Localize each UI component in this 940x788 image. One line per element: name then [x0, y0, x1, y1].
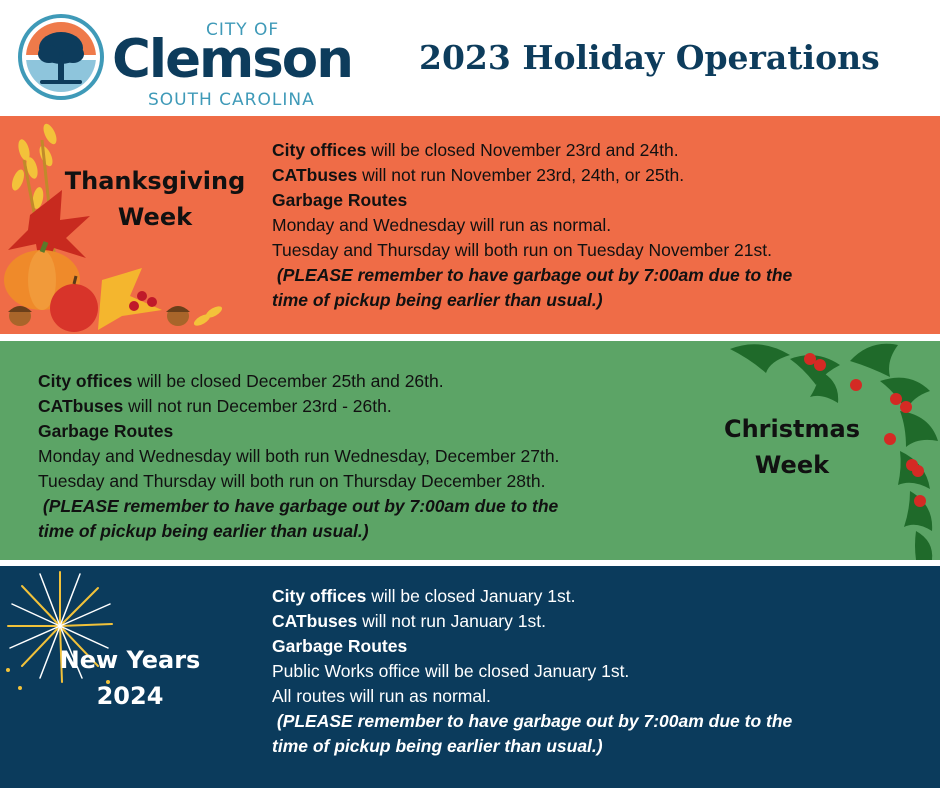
- garbage-heading: Garbage Routes: [38, 419, 559, 444]
- buses-label: CATbuses: [272, 611, 358, 631]
- christmas-title-line2: Week: [754, 451, 830, 479]
- buses-text: will not run January 1st.: [357, 611, 546, 631]
- buses-label: CATbuses: [272, 165, 358, 185]
- section-divider: [0, 560, 940, 566]
- pickup-note-line-2: time of pickup being earlier than usual.…: [272, 290, 603, 310]
- offices-text: will be closed December 25th and 26th.: [132, 371, 444, 391]
- offices-label: City offices: [38, 371, 133, 391]
- route-line-2: Tuesday and Thursday will both run on Th…: [38, 471, 546, 491]
- thanksgiving-title-line1: Thanksgiving: [64, 167, 246, 195]
- section-divider: [0, 334, 940, 341]
- thanksgiving-title: Thanksgiving Week: [55, 163, 255, 235]
- pickup-note-line-1: (PLEASE remember to have garbage out by …: [272, 711, 793, 731]
- clemson-tree-logo-icon: [18, 14, 104, 100]
- firework-icon: [6, 571, 113, 690]
- logo-state: SOUTH CAROLINA: [148, 90, 315, 110]
- pickup-note-line-1: (PLEASE remember to have garbage out by …: [38, 496, 559, 516]
- newyear-title: New Years 2024: [30, 642, 230, 714]
- thanksgiving-section: Thanksgiving Week City offices will be c…: [0, 116, 940, 334]
- offices-label: City offices: [272, 586, 367, 606]
- garbage-label: Garbage Routes: [272, 636, 408, 656]
- buses-line: CATbuses will not run November 23rd, 24t…: [272, 163, 792, 188]
- autumn-harvest-icon: [4, 123, 223, 332]
- page-title: 2023 Holiday Operations: [419, 38, 880, 77]
- thanksgiving-title-line2: Week: [117, 203, 193, 231]
- offices-line: City offices will be closed November 23r…: [272, 138, 792, 163]
- offices-line: City offices will be closed December 25t…: [38, 369, 559, 394]
- thanksgiving-info: City offices will be closed November 23r…: [272, 138, 792, 313]
- garbage-heading: Garbage Routes: [272, 188, 792, 213]
- offices-line: City offices will be closed January 1st.: [272, 584, 792, 609]
- clemson-wordmark: CITY OF Clemson SOUTH CAROLINA: [112, 18, 402, 110]
- route-line-1: Monday and Wednesday will run as normal.: [272, 215, 612, 235]
- route-line-2: Tuesday and Thursday will both run on Tu…: [272, 240, 772, 260]
- newyear-section: New Years 2024 City offices will be clos…: [0, 566, 940, 788]
- pickup-note-line-1: (PLEASE remember to have garbage out by …: [272, 265, 793, 285]
- header: CITY OF Clemson SOUTH CAROLINA 2023 Holi…: [0, 0, 940, 114]
- offices-label: City offices: [272, 140, 367, 160]
- buses-line: CATbuses will not run January 1st.: [272, 609, 792, 634]
- buses-label: CATbuses: [38, 396, 124, 416]
- christmas-title-line1: Christmas: [723, 415, 860, 443]
- logo-city-of: CITY OF: [206, 20, 280, 40]
- newyear-title-line1: New Years: [59, 646, 201, 674]
- route-line-1: Monday and Wednesday will both run Wedne…: [38, 446, 560, 466]
- garbage-label: Garbage Routes: [38, 421, 174, 441]
- pickup-note-line-2: time of pickup being earlier than usual.…: [272, 736, 603, 756]
- christmas-title: Christmas Week: [692, 411, 892, 483]
- garbage-heading: Garbage Routes: [272, 634, 792, 659]
- christmas-info: City offices will be closed December 25t…: [38, 369, 559, 544]
- buses-text: will not run November 23rd, 24th, or 25t…: [357, 165, 685, 185]
- buses-line: CATbuses will not run December 23rd - 26…: [38, 394, 559, 419]
- newyear-title-line2: 2024: [96, 682, 164, 710]
- garbage-label: Garbage Routes: [272, 190, 408, 210]
- pickup-note-line-2: time of pickup being earlier than usual.…: [38, 521, 369, 541]
- buses-text: will not run December 23rd - 26th.: [123, 396, 392, 416]
- holly-icon: [730, 343, 938, 560]
- offices-text: will be closed January 1st.: [366, 586, 576, 606]
- logo-city-name: Clemson: [112, 29, 354, 90]
- route-line-1: Public Works office will be closed Janua…: [272, 661, 630, 681]
- route-line-2: All routes will run as normal.: [272, 686, 491, 706]
- christmas-section: Christmas Week City offices will be clos…: [0, 341, 940, 560]
- offices-text: will be closed November 23rd and 24th.: [366, 140, 679, 160]
- newyear-info: City offices will be closed January 1st.…: [272, 584, 792, 759]
